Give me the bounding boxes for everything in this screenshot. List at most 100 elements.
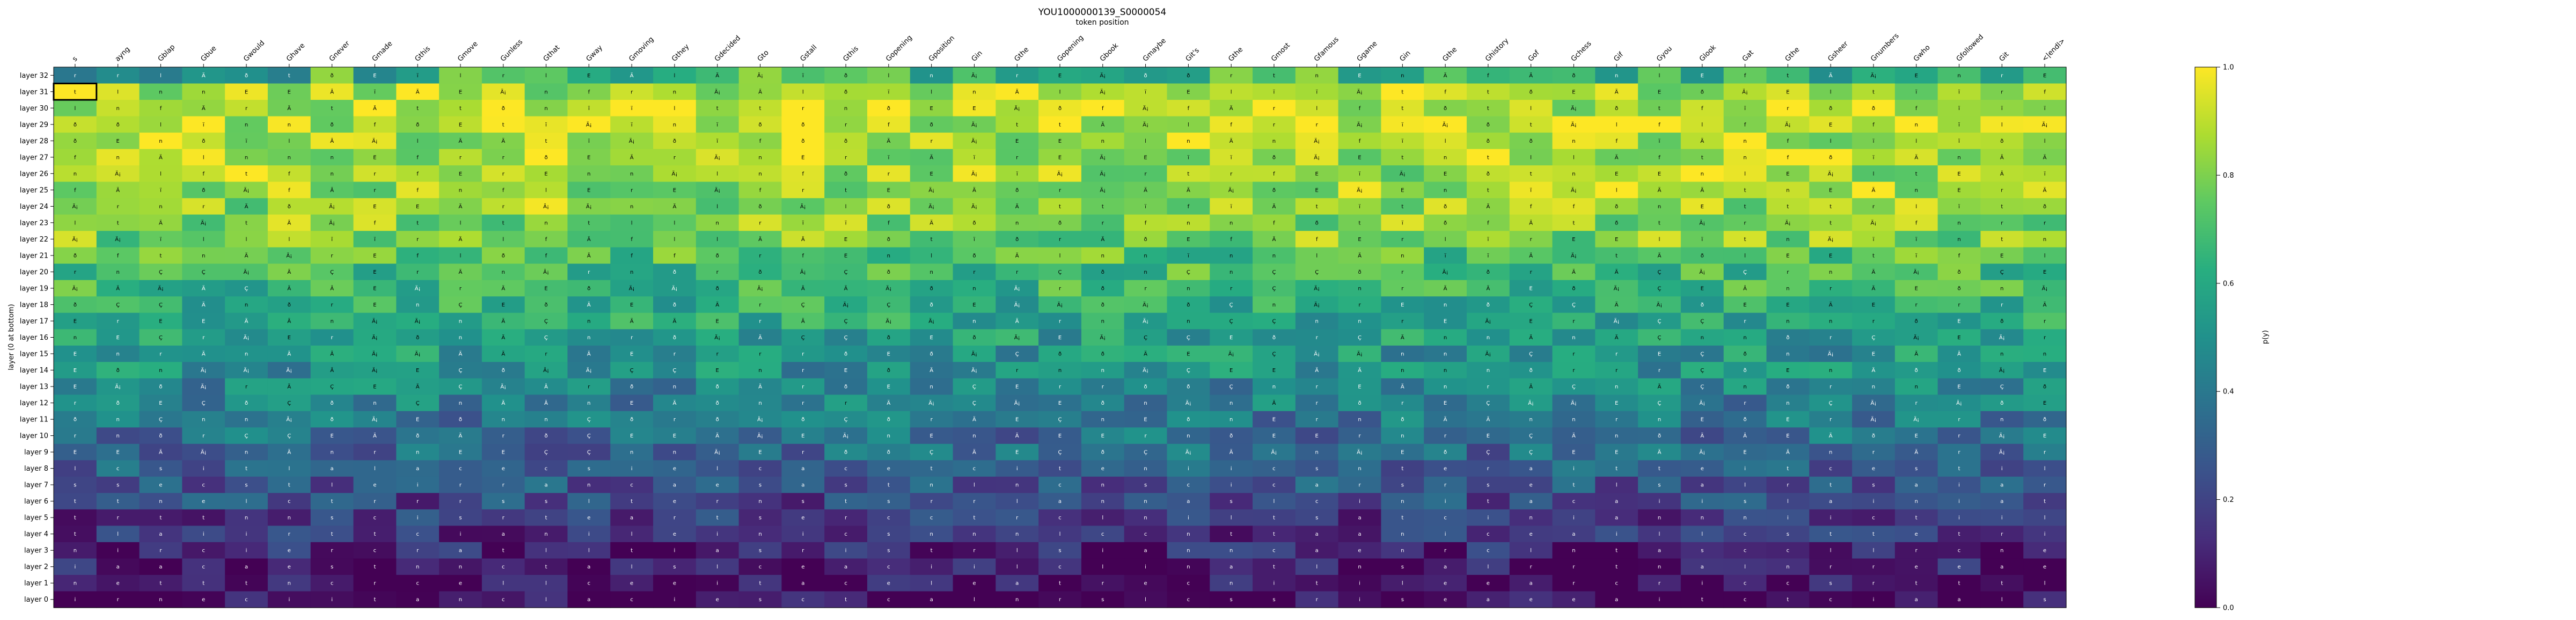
heatmap-cell	[653, 443, 697, 461]
heatmap-cell	[267, 378, 311, 395]
heatmap-cell	[653, 427, 697, 444]
heatmap-cell	[1338, 296, 1382, 313]
heatmap-cell-label: Ç	[330, 269, 334, 275]
heatmap-cell-label: t	[1787, 466, 1789, 472]
heatmap-cell	[1766, 280, 1810, 297]
heatmap-cell	[96, 345, 140, 362]
heatmap-cell-label: t	[973, 515, 975, 521]
heatmap-cell	[1295, 83, 1339, 100]
heatmap-cell-label: t	[1872, 531, 1875, 537]
heatmap-cell-label: t	[1915, 171, 1918, 177]
heatmap-cell-label: l	[2001, 122, 2003, 128]
heatmap-cell-label: c	[1487, 531, 1490, 537]
heatmap-cell-label: ð	[1444, 220, 1447, 226]
heatmap-cell-label: ï	[1958, 138, 1960, 144]
heatmap-cell	[1038, 460, 1082, 477]
heatmap-cell-label: r	[117, 515, 120, 521]
heatmap-cell	[1638, 296, 1681, 313]
heatmap-cell-label: Ä¡	[928, 203, 934, 210]
heatmap-cell-label: Ä¡	[286, 252, 292, 259]
heatmap-cell	[1338, 378, 1382, 395]
heatmap-cell-label: l	[1145, 597, 1146, 603]
heatmap-cell	[953, 165, 996, 183]
x-tick-label: Gwould	[242, 39, 266, 63]
heatmap-cell-label: Ä¡	[714, 154, 720, 161]
heatmap-cell	[1124, 591, 1168, 608]
heatmap-cell-label: r	[2001, 187, 2003, 193]
heatmap-cell-label: E	[74, 352, 77, 358]
heatmap-cell-label: Ä¡	[1657, 301, 1663, 308]
heatmap-cell	[353, 460, 397, 477]
heatmap-cell	[139, 427, 182, 444]
heatmap-cell-label: c	[759, 466, 762, 472]
heatmap-cell	[396, 181, 440, 199]
heatmap-cell	[225, 591, 268, 608]
heatmap-cell	[2023, 509, 2067, 527]
heatmap-cell-label: r	[1059, 187, 1062, 193]
heatmap-cell-label: Ä	[501, 137, 505, 144]
heatmap-cell	[738, 509, 782, 527]
heatmap-cell	[653, 116, 697, 133]
heatmap-cell	[1894, 460, 1938, 477]
heatmap-cell	[1809, 149, 1853, 166]
heatmap-cell	[310, 116, 354, 133]
heatmap-cell	[396, 329, 440, 346]
heatmap-cell-label: c	[1829, 597, 1832, 603]
heatmap-cell	[1766, 67, 1810, 84]
heatmap-cell-label: l	[1873, 548, 1875, 554]
heatmap-cell-label: E	[159, 318, 162, 324]
heatmap-cell-label: Ä¡	[1143, 317, 1148, 324]
heatmap-cell	[353, 264, 397, 281]
heatmap-cell-label: Ç	[1486, 450, 1490, 456]
heatmap-cell-label: ï	[1872, 138, 1875, 144]
heatmap-cell	[1766, 329, 1810, 346]
heatmap-cell-label: n	[1701, 515, 1704, 521]
heatmap-cell	[310, 493, 354, 510]
heatmap-cell	[439, 198, 482, 215]
heatmap-cell-label: n	[1187, 286, 1190, 291]
heatmap-cell	[653, 181, 697, 199]
heatmap-cell	[1937, 133, 1981, 150]
heatmap-cell	[1338, 427, 1382, 444]
heatmap-cell	[1552, 558, 1596, 575]
heatmap-cell	[310, 542, 354, 559]
heatmap-cell	[1210, 509, 1253, 527]
heatmap-cell	[1424, 345, 1467, 362]
heatmap-cell	[696, 67, 740, 84]
heatmap-cell-label: s	[502, 499, 504, 505]
heatmap-cell	[953, 574, 996, 592]
heatmap-cell	[1937, 149, 1981, 166]
heatmap-cell-label: i	[1445, 499, 1446, 505]
heatmap-cell	[267, 67, 311, 84]
heatmap-cell-label: n	[1786, 187, 1789, 193]
heatmap-cell	[1894, 133, 1938, 150]
heatmap-cell-label: t	[1059, 122, 1061, 128]
heatmap-cell	[267, 574, 311, 592]
heatmap-cell	[1124, 345, 1168, 362]
heatmap-cell-label: r	[759, 318, 762, 324]
heatmap-cell	[738, 329, 782, 346]
heatmap-cell	[1766, 378, 1810, 395]
heatmap-cell	[1980, 443, 2024, 461]
heatmap-cell-label: Ç	[159, 302, 163, 308]
heatmap-cell-label: a	[416, 466, 419, 472]
heatmap-cell	[439, 264, 482, 281]
heatmap-cell-label: a	[1358, 515, 1361, 521]
y-tick-label: layer 1	[24, 580, 48, 588]
heatmap-cell-label: Ä¡	[1357, 88, 1363, 95]
heatmap-cell	[481, 100, 525, 117]
heatmap-cell-label: Ä¡	[1571, 121, 1577, 128]
heatmap-cell-label: Ä	[1529, 383, 1533, 390]
heatmap-cell	[1894, 574, 1938, 592]
heatmap-cell	[2023, 280, 2067, 297]
heatmap-cell-label: Ä	[1572, 268, 1576, 275]
heatmap-cell-label: Ä¡	[1100, 72, 1106, 79]
heatmap-cell	[439, 493, 482, 510]
heatmap-cell-label: i	[246, 548, 247, 554]
heatmap-cell-label: l	[545, 73, 547, 79]
heatmap-cell	[1552, 296, 1596, 313]
heatmap-cell	[1466, 395, 1510, 412]
heatmap-cell	[96, 411, 140, 428]
heatmap-cell-label: Ä¡	[244, 186, 250, 193]
heatmap-cell-label: Ä	[330, 186, 334, 193]
